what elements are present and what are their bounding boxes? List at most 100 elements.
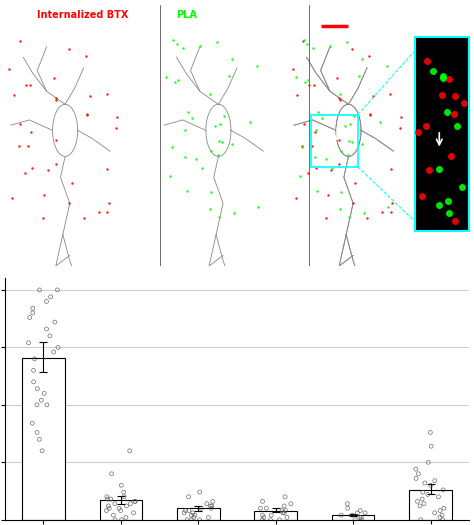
Point — [313, 186, 321, 195]
Point — [436, 506, 444, 514]
Point — [118, 516, 125, 524]
Point — [424, 490, 431, 499]
Point — [120, 492, 128, 501]
Point — [356, 513, 364, 522]
Point — [389, 198, 396, 207]
Point — [453, 121, 461, 130]
Point — [443, 108, 451, 116]
Point — [281, 492, 289, 501]
Point — [246, 118, 254, 127]
Point — [308, 142, 316, 150]
Point — [33, 428, 41, 437]
Point — [451, 92, 458, 101]
Point — [30, 377, 37, 386]
Point — [198, 504, 205, 512]
Point — [345, 137, 353, 145]
Point — [418, 192, 426, 201]
Point — [358, 516, 365, 524]
Point — [337, 147, 345, 155]
Point — [438, 511, 446, 519]
Point — [208, 147, 215, 155]
Point — [258, 516, 266, 524]
Point — [36, 435, 43, 444]
Point — [423, 57, 431, 65]
Point — [105, 504, 113, 512]
Point — [185, 492, 192, 501]
Point — [43, 297, 50, 306]
Point — [326, 41, 333, 50]
Point — [103, 90, 111, 98]
Point — [31, 355, 38, 363]
Point — [292, 72, 300, 81]
Point — [52, 160, 60, 168]
Point — [103, 208, 111, 217]
Point — [304, 76, 311, 84]
Point — [253, 62, 261, 70]
Point — [215, 137, 223, 145]
Point — [429, 67, 437, 76]
Point — [28, 164, 36, 172]
Point — [425, 166, 432, 174]
Point — [104, 495, 111, 503]
Point — [82, 51, 90, 60]
Point — [415, 128, 422, 136]
Point — [435, 164, 443, 173]
Point — [183, 186, 191, 195]
Point — [230, 209, 238, 217]
Point — [366, 110, 374, 119]
Point — [300, 36, 307, 45]
Point — [86, 92, 93, 100]
Point — [427, 428, 434, 437]
Point — [17, 120, 24, 128]
Point — [103, 165, 111, 173]
Point — [254, 203, 262, 211]
Point — [280, 509, 288, 517]
Point — [344, 499, 351, 508]
Point — [384, 203, 392, 211]
Point — [378, 207, 386, 216]
Point — [108, 469, 115, 478]
Point — [189, 509, 197, 517]
Point — [435, 201, 443, 209]
Point — [22, 80, 29, 89]
Point — [280, 502, 288, 510]
Point — [420, 499, 428, 508]
Point — [299, 37, 307, 45]
Point — [397, 113, 404, 121]
Point — [350, 111, 358, 120]
Point — [208, 188, 215, 196]
Point — [282, 506, 289, 514]
Point — [180, 44, 187, 52]
Point — [36, 286, 43, 294]
Point — [438, 91, 446, 99]
Point — [412, 474, 420, 482]
Point — [303, 40, 311, 49]
Point — [369, 92, 377, 100]
Point — [9, 194, 16, 202]
Point — [292, 194, 300, 202]
Point — [181, 509, 188, 517]
Point — [191, 511, 199, 519]
Point — [25, 339, 32, 347]
Point — [120, 488, 128, 496]
Point — [208, 504, 215, 512]
Point — [95, 207, 102, 216]
Bar — [22, 358, 65, 520]
Point — [419, 488, 427, 496]
Point — [416, 502, 424, 510]
Point — [312, 164, 319, 172]
Point — [279, 509, 287, 517]
Point — [446, 209, 453, 217]
Point — [366, 110, 374, 118]
Point — [187, 511, 195, 519]
Point — [182, 152, 189, 161]
Point — [115, 504, 123, 512]
Point — [126, 447, 134, 455]
Point — [458, 182, 466, 191]
Point — [427, 481, 435, 489]
Point — [421, 479, 428, 487]
Point — [439, 72, 447, 81]
Point — [412, 465, 419, 474]
Point — [328, 164, 336, 172]
Point — [30, 366, 37, 374]
